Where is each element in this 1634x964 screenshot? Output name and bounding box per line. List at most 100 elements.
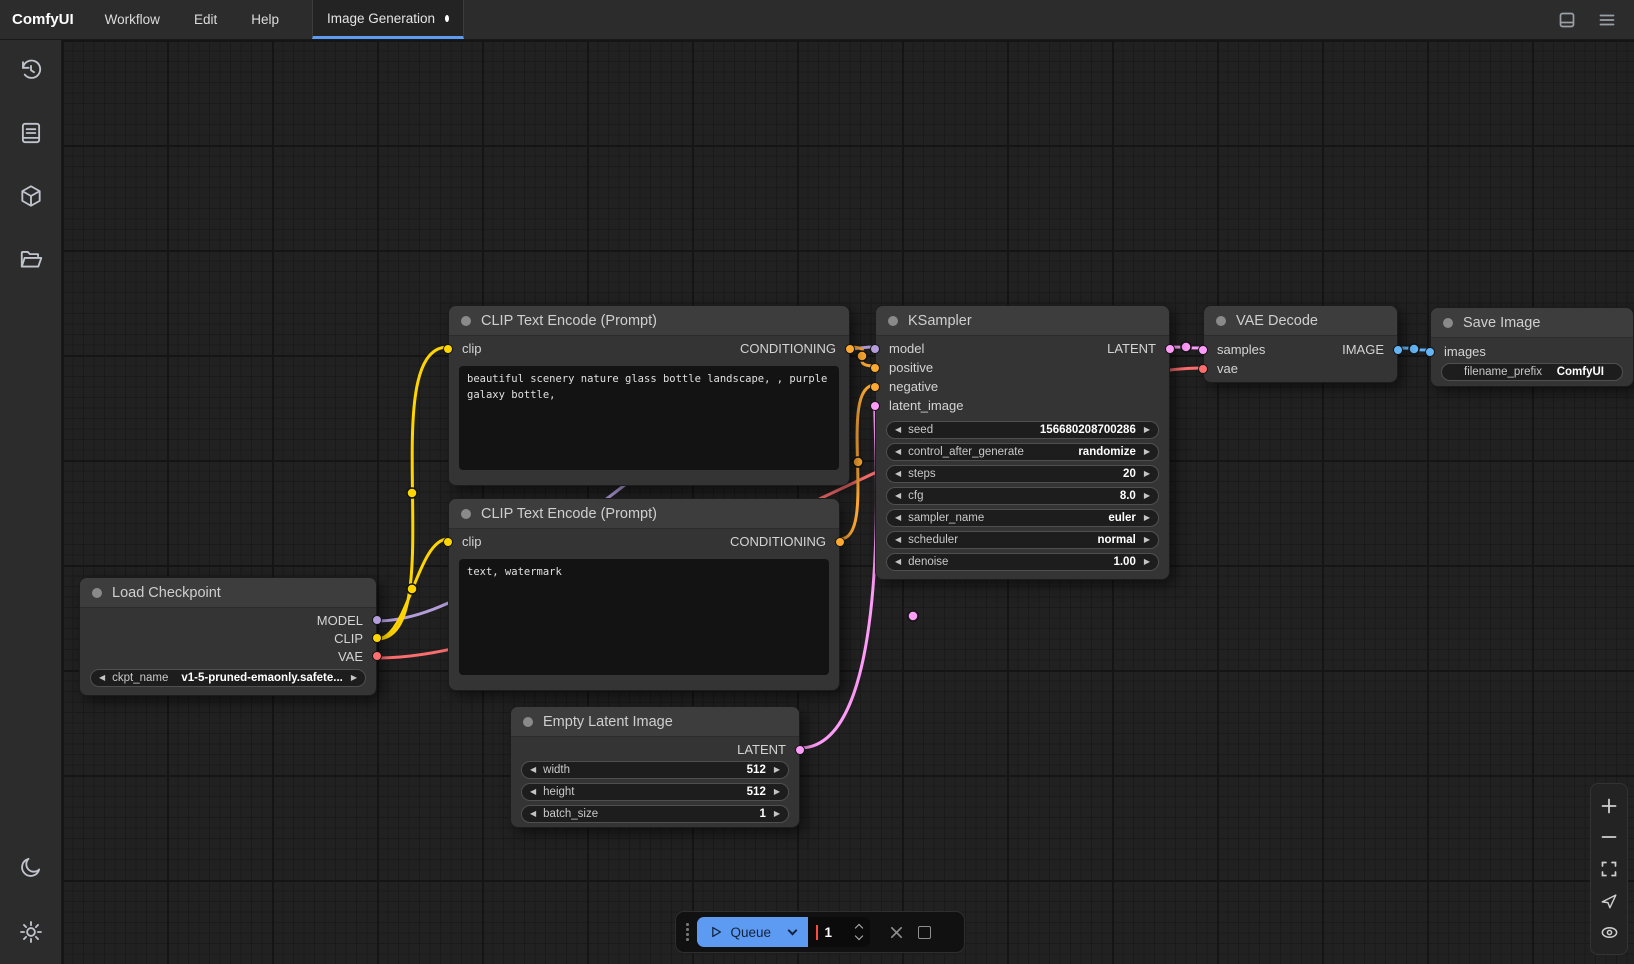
- prompt-textarea[interactable]: beautiful scenery nature glass bottle la…: [459, 366, 839, 470]
- zoom-in-icon[interactable]: [1597, 794, 1621, 818]
- input-slot-dot-negative[interactable]: [870, 381, 880, 392]
- widget-increment-icon[interactable]: ▶: [1143, 513, 1150, 522]
- clear-queue-icon[interactable]: [910, 918, 938, 946]
- queue-button[interactable]: Queue: [696, 917, 809, 947]
- output-slot-dot-model[interactable]: [372, 615, 382, 625]
- menu-workflow[interactable]: Workflow: [104, 12, 160, 27]
- batch-count-input[interactable]: 1: [808, 917, 871, 947]
- output-slot-label: VAE: [337, 648, 363, 664]
- collapse-node-dot[interactable]: [461, 508, 471, 519]
- collapse-node-dot[interactable]: [523, 716, 533, 727]
- hamburger-menu-icon[interactable]: [1594, 7, 1620, 33]
- widget-decrement-icon[interactable]: ◀: [895, 469, 902, 478]
- widget-cfg[interactable]: ◀ cfg 8.0 ▶: [886, 487, 1159, 505]
- widget-increment-icon[interactable]: ▶: [1143, 557, 1150, 566]
- widget-height[interactable]: ◀ height 512 ▶: [521, 783, 789, 801]
- widget-ckpt-name[interactable]: ◀ ckpt_name v1-5-pruned-emaonly.safete..…: [90, 669, 366, 687]
- widget-decrement-icon[interactable]: ◀: [895, 425, 902, 434]
- model-library-icon[interactable]: [11, 176, 51, 216]
- widget-increment-icon[interactable]: ▶: [773, 787, 780, 796]
- widget-increment-icon[interactable]: ▶: [1143, 447, 1150, 456]
- settings-gear-icon[interactable]: [11, 912, 51, 952]
- node-empty-latent-image[interactable]: Empty Latent Image LATENT ◀ width 512 ▶ …: [510, 706, 805, 828]
- widget-increment-icon[interactable]: ▶: [350, 673, 357, 682]
- output-slot-dot-conditioning[interactable]: [835, 536, 845, 547]
- tab-image-generation[interactable]: Image Generation: [311, 0, 464, 39]
- output-slot-dot-image[interactable]: [1393, 344, 1403, 355]
- output-slot-dot-latent[interactable]: [1165, 343, 1175, 354]
- widget-decrement-icon[interactable]: ◀: [895, 513, 902, 522]
- widget-increment-icon[interactable]: ▶: [1143, 425, 1150, 434]
- menubar: ComfyUI Workflow Edit Help Image Generat…: [0, 0, 1634, 40]
- node-save-image[interactable]: Save Image images filename_prefix ComfyU…: [1425, 307, 1634, 387]
- drag-handle-icon[interactable]: [686, 923, 689, 941]
- node-clip-text-encode-negative[interactable]: CLIP Text Encode (Prompt) clip CONDITION…: [443, 498, 845, 691]
- widget-control-after-generate[interactable]: ◀ control_after_generate randomize ▶: [886, 443, 1159, 461]
- collapse-node-dot[interactable]: [888, 315, 898, 326]
- menu-edit[interactable]: Edit: [193, 12, 218, 27]
- text-caret: [816, 924, 818, 940]
- sidebar: [0, 40, 62, 964]
- output-slot-dot-latent[interactable]: [795, 744, 805, 755]
- node-clip-text-encode-positive[interactable]: CLIP Text Encode (Prompt) clip CONDITION…: [443, 305, 855, 486]
- output-slot-dot-conditioning[interactable]: [845, 343, 855, 354]
- input-slot-dot-samples[interactable]: [1198, 344, 1208, 355]
- collapse-node-dot[interactable]: [1443, 317, 1453, 328]
- widget-width[interactable]: ◀ width 512 ▶: [521, 761, 789, 779]
- widget-sampler-name[interactable]: ◀ sampler_name euler ▶: [886, 509, 1159, 527]
- widget-scheduler[interactable]: ◀ scheduler normal ▶: [886, 531, 1159, 549]
- widget-steps[interactable]: ◀ steps 20 ▶: [886, 465, 1159, 483]
- collapse-node-dot[interactable]: [1216, 315, 1226, 326]
- input-slot-dot-positive[interactable]: [870, 362, 880, 373]
- output-slot-dot-clip[interactable]: [372, 633, 382, 643]
- collapse-node-dot[interactable]: [461, 315, 471, 326]
- widget-increment-icon[interactable]: ▶: [773, 809, 780, 818]
- decrement-batch-icon[interactable]: [854, 931, 864, 941]
- widget-increment-icon[interactable]: ▶: [1143, 469, 1150, 478]
- widget-increment-icon[interactable]: ▶: [773, 765, 780, 774]
- prompt-textarea[interactable]: text, watermark: [459, 559, 829, 675]
- widget-decrement-icon[interactable]: ◀: [895, 491, 902, 500]
- link-midpoint-dot: [406, 583, 418, 595]
- input-slot-dot-images[interactable]: [1425, 346, 1435, 357]
- input-slot-dot-clip[interactable]: [443, 536, 453, 547]
- output-slot-label: LATENT: [1107, 341, 1156, 356]
- theme-toggle-icon[interactable]: [11, 847, 51, 887]
- input-slot-dot-model[interactable]: [870, 343, 880, 354]
- widget-decrement-icon[interactable]: ◀: [895, 535, 902, 544]
- widget-batch-size[interactable]: ◀ batch_size 1 ▶: [521, 805, 789, 823]
- widget-decrement-icon[interactable]: ◀: [895, 557, 902, 566]
- menu-help[interactable]: Help: [251, 12, 279, 27]
- collapse-node-dot[interactable]: [92, 587, 102, 598]
- input-slot-dot-vae[interactable]: [1198, 363, 1208, 374]
- cancel-run-icon[interactable]: [882, 918, 910, 946]
- widget-decrement-icon[interactable]: ◀: [99, 673, 106, 682]
- widget-filename-prefix[interactable]: filename_prefix ComfyUI: [1441, 363, 1623, 381]
- widget-decrement-icon[interactable]: ◀: [895, 447, 902, 456]
- widget-increment-icon[interactable]: ▶: [1143, 491, 1150, 500]
- node-load-checkpoint[interactable]: Load Checkpoint MODEL CLIP VAE ◀ ckpt_na…: [79, 577, 382, 696]
- node-title: CLIP Text Encode (Prompt): [481, 312, 657, 329]
- queue-history-icon[interactable]: [11, 50, 51, 90]
- fit-view-icon[interactable]: [1597, 857, 1621, 881]
- widget-denoise[interactable]: ◀ denoise 1.00 ▶: [886, 553, 1159, 571]
- node-ksampler[interactable]: KSampler model LATENT positive negative …: [870, 305, 1175, 580]
- input-slot-dot-clip[interactable]: [443, 343, 453, 354]
- graph-canvas[interactable]: Load Checkpoint MODEL CLIP VAE ◀ ckpt_na…: [62, 40, 1634, 964]
- toggle-link-visibility-icon[interactable]: [1597, 920, 1621, 944]
- output-slot-dot-vae[interactable]: [372, 651, 382, 661]
- widget-decrement-icon[interactable]: ◀: [530, 765, 537, 774]
- widget-seed[interactable]: ◀ seed 156680208700286 ▶: [886, 421, 1159, 439]
- link-layer: [375, 341, 1432, 750]
- widget-decrement-icon[interactable]: ◀: [530, 787, 537, 796]
- widget-increment-icon[interactable]: ▶: [1143, 535, 1150, 544]
- bottom-panel-icon[interactable]: [1554, 7, 1580, 33]
- input-slot-dot-latent-image[interactable]: [870, 400, 880, 411]
- widget-decrement-icon[interactable]: ◀: [530, 809, 537, 818]
- select-mode-icon[interactable]: [1597, 889, 1621, 913]
- queue-options-chevron-icon[interactable]: [787, 925, 798, 936]
- node-library-icon[interactable]: [11, 113, 51, 153]
- zoom-out-icon[interactable]: [1597, 825, 1621, 849]
- node-vae-decode[interactable]: VAE Decode samples IMAGE vae: [1198, 305, 1403, 383]
- browse-workflows-icon[interactable]: [11, 239, 51, 279]
